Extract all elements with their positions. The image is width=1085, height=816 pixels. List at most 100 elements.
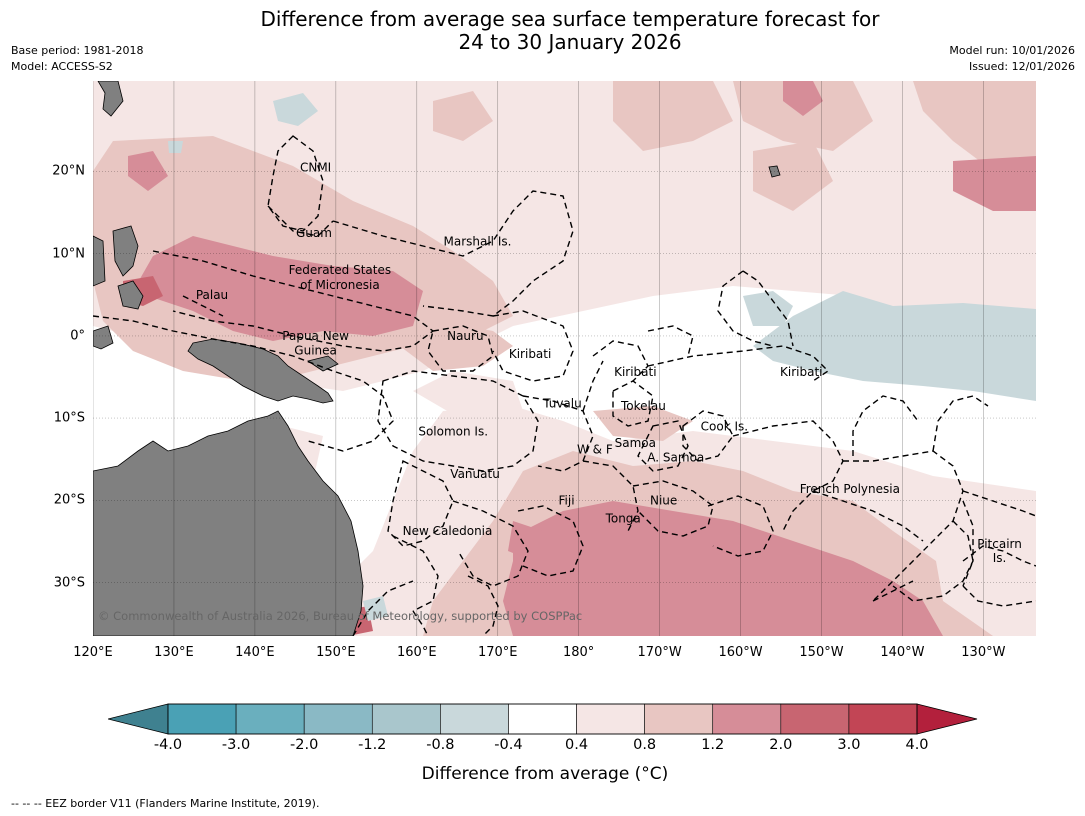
region-label: A. Samoa [647,451,704,465]
colorbar-swatch [303,703,373,735]
philippines-islands [112,225,139,277]
x-tick-label: 140°W [880,645,925,660]
model-text: Model: ACCESS-S2 [11,60,113,73]
y-tick-label: 10°N [52,246,85,262]
title-line-1: Difference from average sea surface temp… [260,7,880,31]
region-label: Pitcairn [977,537,1022,551]
region-label: New Caledonia [403,524,493,538]
region-label: Kiribati [780,365,822,379]
y-tick-label: 30°S [53,575,85,591]
region-label: Papua New [282,329,349,343]
model-run-text: Model run: 10/01/2026 [949,44,1075,57]
colorbar-under-arrow [108,703,169,735]
x-tick-label: 140°E [235,645,275,660]
new-guinea-landmass [187,338,334,404]
x-tick-label: 150°W [799,645,844,660]
copyright-text: © Commonwealth of Australia 2026, Bureau… [98,609,582,623]
colorbar-swatch [712,703,782,735]
base-period-text: Base period: 1981-2018 [11,44,144,57]
region-label: W & F [577,442,613,456]
colorbar-swatch [576,703,645,735]
title-line-2: 24 to 30 January 2026 [458,30,682,54]
region-label: Tonga [605,511,641,525]
philippines-landmass [97,81,124,117]
region-label: Solomon Is. [418,424,488,438]
colorbar-tick-label: -1.2 [358,737,387,753]
region-label: Vanuatu [450,467,500,481]
x-tick-label: 130°E [154,645,194,660]
region-label: Nauru [447,329,483,343]
region-label: Niue [650,493,677,507]
anomaly-light-blue [168,93,1036,621]
mindanao-landmass [117,280,144,310]
colorbar-tick-label: 1.2 [701,737,725,753]
x-tick-label: 120°E [73,645,113,660]
sulawesi-landmass [93,325,114,350]
region-label: Cook Is. [701,419,748,433]
australia-landmass [93,410,364,636]
hawaii-landmass [768,165,781,178]
colorbar-title: Difference from average (°C) [421,764,669,784]
colorbar-tick-label: -2.0 [290,737,319,753]
issued-text: Issued: 12/01/2026 [968,60,1075,73]
colorbar-tick-label: -0.8 [426,737,455,753]
region-label: CNMI [300,160,331,174]
borneo-landmass [93,235,106,287]
region-label: Guinea [294,344,337,358]
chart-title: Difference from average sea surface temp… [0,8,1085,54]
region-label: Is. [993,551,1007,565]
region-label: Marshall Is. [444,234,512,248]
eez-legend-note: -- -- -- EEZ border V11 (Flanders Marine… [11,797,320,810]
colorbar-swatch [644,703,714,735]
x-tick-label: 150°E [316,645,356,660]
region-label: Palau [196,288,228,302]
region-label: Kiribati [614,365,656,379]
x-tick-label: 180° [562,645,595,660]
colorbar-swatch [780,703,850,735]
grid-lines [93,81,1036,636]
colorbar-swatch [371,703,441,735]
region-label: French Polynesia [800,482,900,496]
y-tick-label: 10°S [53,410,85,426]
colorbar-over-arrow [916,703,978,735]
region-label: Kiribati [509,347,551,361]
colorbar-tick-label: 2.0 [769,737,793,753]
region-label: of Micronesia [300,278,380,292]
region-label: Federated States [289,263,391,277]
meta-left: Base period: 1981-2018 Model: ACCESS-S2 [11,43,143,75]
region-label: Tokelau [620,399,666,413]
colorbar-tick-label: 4.0 [905,737,929,753]
x-tick-label: 160°W [718,645,763,660]
x-tick-label: 160°E [397,645,437,660]
colorbar-tick-label: -3.0 [221,737,251,753]
colorbar-tick-label: -0.4 [494,737,523,753]
x-tick-label: 130°W [961,645,1006,660]
y-tick-label: 20°S [53,492,85,508]
y-tick-label: 0° [70,328,85,344]
x-tick-label: 170°W [637,645,682,660]
colorbar-tick-label: 3.0 [837,737,861,753]
region-label: Tuvalu [542,396,582,410]
colorbar-tick-label: 0.8 [633,737,657,753]
region-label: Fiji [559,493,575,507]
colorbar-swatch [508,703,577,735]
x-tick-label: 170°E [477,645,518,660]
colorbar-tick-label: -4.0 [153,737,183,753]
colorbar-swatch [848,703,918,735]
new-britain-landmass [307,355,339,372]
land-masses [93,81,781,636]
colorbar-swatch [440,703,509,735]
colorbar-swatch [167,703,237,735]
colorbar-swatch [235,703,305,735]
colorbar [108,703,978,735]
region-label: Samoa [615,436,656,450]
colorbar-tick-label: 0.4 [565,737,589,753]
eez-borders [93,135,1036,636]
meta-right: Model run: 10/01/2026 Issued: 12/01/2026 [949,43,1075,75]
y-tick-label: 20°N [52,163,85,179]
colorbar-swatches [167,703,918,735]
colorbar-frame [167,703,918,735]
region-label: Guam [296,226,332,240]
